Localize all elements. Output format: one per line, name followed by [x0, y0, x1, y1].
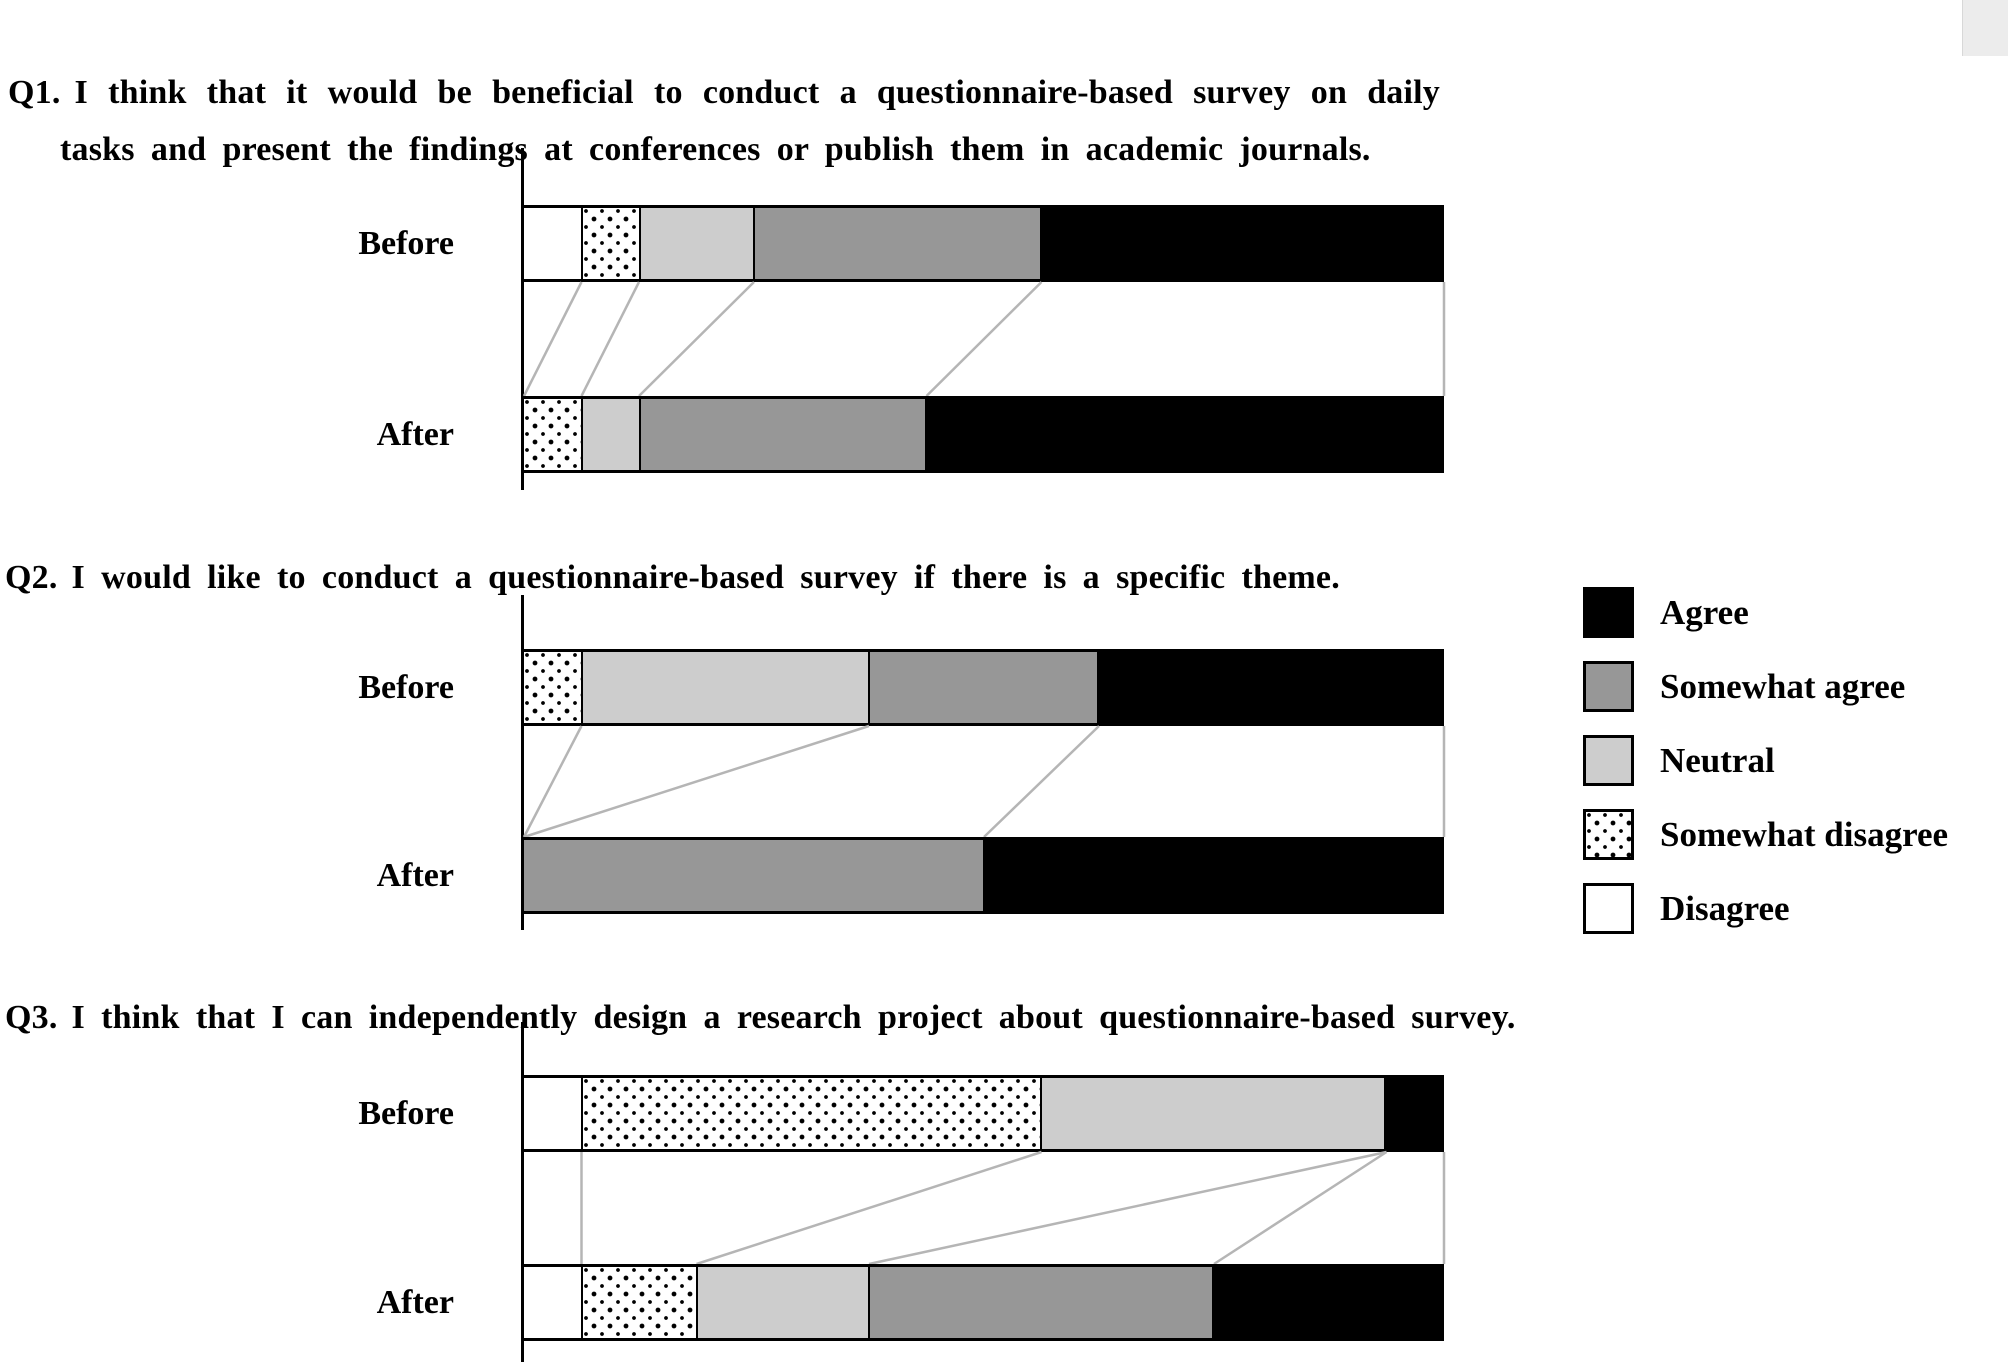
question-1-text: I think that it would be beneficial to c…: [60, 74, 1440, 168]
bar-segment-agree: [982, 840, 1441, 911]
connector-line: [522, 725, 583, 838]
q1-after-label: After: [376, 416, 454, 453]
question-2-number: Q2.: [5, 559, 58, 596]
bar-segment-disagree: [524, 208, 582, 279]
connector-line: [868, 1150, 1387, 1266]
bar-segment-somewhat-disagree: [581, 1078, 1040, 1149]
q1-before-label: Before: [358, 225, 454, 262]
question-3-number: Q3.: [5, 999, 58, 1036]
bar-segment-somewhat-agree: [867, 652, 1098, 723]
q1-y-axis-line: [521, 148, 524, 490]
connector-line: [523, 724, 870, 839]
q2-before-bar: [524, 649, 1444, 726]
bar-segment-somewhat-agree: [638, 399, 926, 470]
connector-line: [1213, 1150, 1388, 1266]
q2-before-label: Before: [358, 669, 454, 706]
question-3-heading: Q3. I think that I can independently desi…: [5, 996, 1516, 1040]
q2-after-label: After: [376, 857, 454, 894]
question-2-text: I would like to conduct a questionnaire-…: [71, 559, 1340, 596]
bar-segment-agree: [1211, 1267, 1441, 1338]
legend-label-agree: Agree: [1660, 593, 1749, 632]
bar-segment-somewhat-disagree: [581, 208, 639, 279]
connector-lines: [522, 724, 1446, 839]
connector-line: [522, 281, 583, 397]
bar-segment-neutral: [1039, 1078, 1384, 1149]
connector-line: [925, 281, 1043, 397]
bar-segment-neutral: [581, 652, 868, 723]
legend: Agree Somewhat agree Neutral Somewhat di…: [1583, 587, 1948, 934]
somewhat-agree-swatch-icon: [1583, 661, 1634, 712]
legend-label-disagree: Disagree: [1660, 889, 1790, 928]
question-3-text: I think that I can independently design …: [71, 999, 1516, 1036]
connector-line: [580, 281, 641, 397]
bar-segment-disagree: [524, 1078, 582, 1149]
bar-segment-somewhat-agree: [753, 208, 1040, 279]
agree-swatch-icon: [1583, 587, 1634, 638]
chart-q3: Before After: [358, 1022, 1446, 1362]
q2-after-bar: [524, 837, 1444, 914]
legend-row-somewhat-agree: Somewhat agree: [1583, 661, 1948, 712]
bar-segment-somewhat-disagree: [581, 1267, 696, 1338]
question-1-number: Q1.: [8, 74, 61, 111]
chart-q2: Before After: [358, 595, 1446, 930]
bar-segment-disagree: [524, 1267, 582, 1338]
disagree-swatch-icon: [1583, 883, 1634, 934]
neutral-swatch-icon: [1583, 735, 1634, 786]
bar-segment-agree: [925, 399, 1441, 470]
connector-lines: [522, 281, 1446, 397]
bar-segment-somewhat-disagree: [524, 399, 582, 470]
chart-q1: Before After: [358, 148, 1446, 490]
connector-line: [638, 281, 755, 397]
connector-line: [696, 1150, 1042, 1266]
bar-segment-neutral: [695, 1267, 868, 1338]
bar-segment-somewhat-agree: [867, 1267, 1212, 1338]
q3-before-bar: [524, 1075, 1444, 1152]
q3-after-bar: [524, 1264, 1444, 1341]
bar-segment-agree: [1383, 1078, 1441, 1149]
legend-label-neutral: Neutral: [1660, 741, 1775, 780]
connector-line: [983, 725, 1100, 838]
legend-label-somewhat-disagree: Somewhat disagree: [1660, 815, 1949, 854]
bar-segment-somewhat-agree: [524, 840, 983, 911]
q1-after-bar: [524, 396, 1444, 473]
bar-segment-somewhat-disagree: [524, 652, 582, 723]
q3-after-label: After: [376, 1284, 454, 1321]
question-2-heading: Q2. I would like to conduct a questionnai…: [5, 556, 1340, 600]
q1-before-bar: [524, 205, 1444, 282]
q3-before-label: Before: [358, 1095, 454, 1132]
somewhat-disagree-swatch-icon: [1583, 809, 1634, 860]
legend-row-agree: Agree: [1583, 587, 1948, 638]
legend-row-disagree: Disagree: [1583, 883, 1948, 934]
connector-lines: [580, 1150, 1446, 1266]
legend-row-neutral: Neutral: [1583, 735, 1948, 786]
q2-y-axis-line: [521, 595, 524, 930]
bar-segment-agree: [1039, 208, 1441, 279]
question-1-heading: Q1. I think that it would be beneficial t…: [8, 64, 1440, 178]
bar-segment-neutral: [638, 208, 754, 279]
bar-segment-neutral: [581, 399, 639, 470]
legend-row-somewhat-disagree: Somewhat disagree: [1583, 809, 1948, 860]
legend-label-somewhat-agree: Somewhat agree: [1660, 667, 1906, 706]
q3-y-axis-line: [521, 1022, 524, 1362]
bar-segment-agree: [1097, 652, 1441, 723]
page-edge-artifact: [1962, 0, 2008, 56]
